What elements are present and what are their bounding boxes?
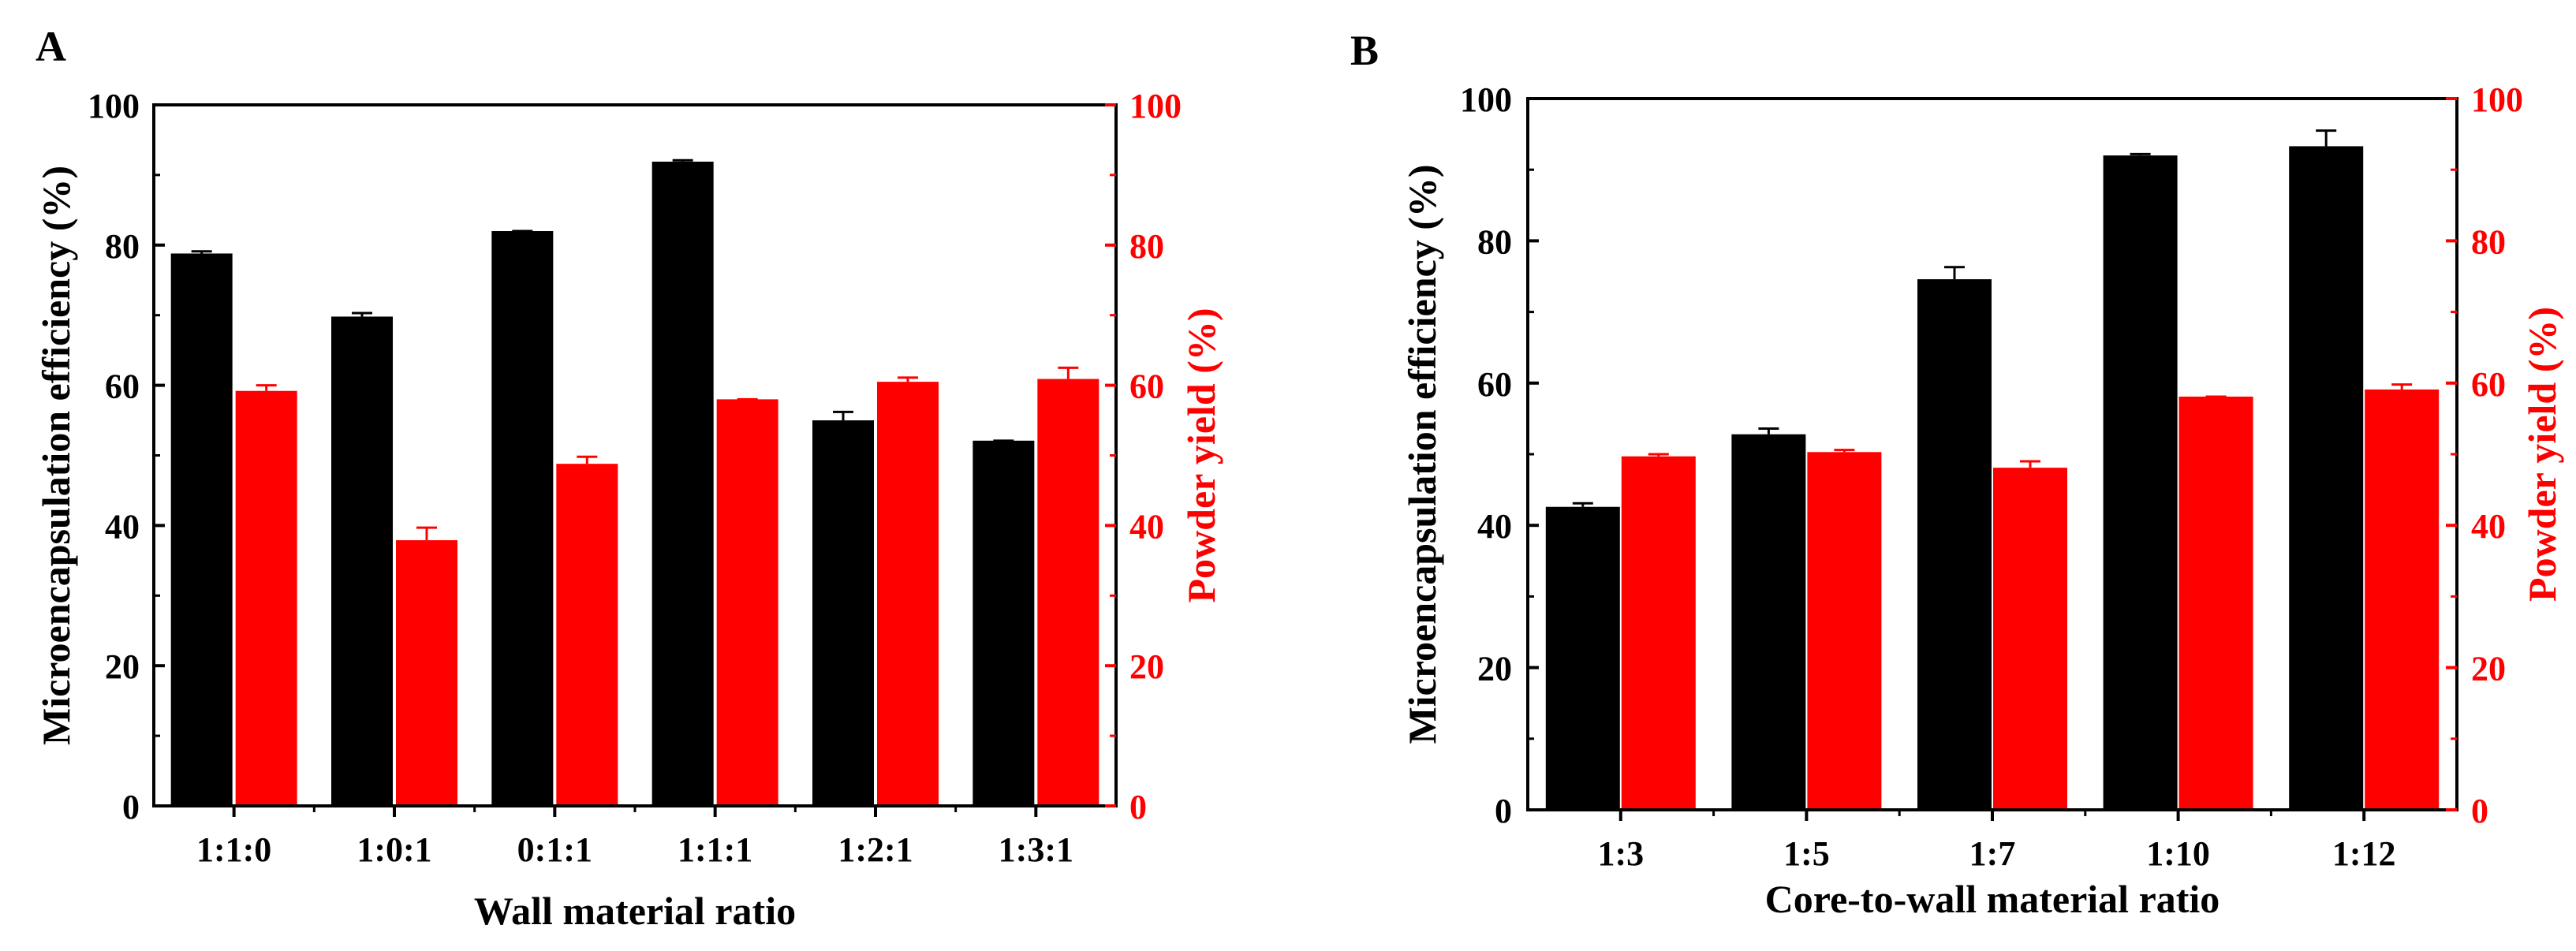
x-tick-label: 1:12 <box>2332 834 2396 873</box>
efficiency-bar <box>812 420 874 806</box>
y-tick-label-left: 20 <box>105 647 140 686</box>
x-tick-label: 1:1:0 <box>196 830 271 869</box>
panel-label: B <box>1350 27 1379 74</box>
y-tick-label-left: 100 <box>88 87 140 125</box>
x-tick-label: 1:5 <box>1783 834 1830 873</box>
y-tick-label-right: 0 <box>1129 788 1147 826</box>
y-tick-label-left: 0 <box>1495 792 1512 830</box>
y-tick-label-left: 40 <box>1477 507 1512 546</box>
y-tick-label-left: 0 <box>122 788 140 826</box>
efficiency-bar <box>2103 155 2178 810</box>
x-axis-title: Core-to-wall material ratio <box>1765 877 2220 921</box>
x-tick-label: 1:2:1 <box>838 830 913 869</box>
y-tick-label-left: 40 <box>105 507 140 546</box>
efficiency-bar <box>1917 279 1992 810</box>
y-tick-label-right: 40 <box>1129 507 1164 546</box>
efficiency-bar <box>651 162 714 806</box>
panel-label: A <box>35 23 66 70</box>
efficiency-bar <box>170 253 233 806</box>
chart-panel-b: B 0 0 20 20 40 40 60 60 80 80 100 100 1:3 1:5 1:7 1:10 1:… <box>1350 27 2564 921</box>
y-tick-label-left: 60 <box>1477 365 1512 404</box>
y-axis-title-left: Microencapsulation efficiency (%) <box>34 166 78 745</box>
chart-panel-a: A 0 0 20 20 40 40 60 60 80 80 100 100 1:1:0 1:0:1 0:1:1… <box>34 23 1223 933</box>
efficiency-bar <box>1731 434 1806 810</box>
yield-bar <box>1037 379 1099 806</box>
y-tick-label-right: 80 <box>1129 227 1164 266</box>
y-tick-label-right: 20 <box>2471 650 2506 688</box>
efficiency-bar <box>491 231 554 806</box>
x-tick-label: 0:1:1 <box>517 830 592 869</box>
y-tick-label-left: 20 <box>1477 650 1512 688</box>
x-tick-label: 1:7 <box>1969 834 2016 873</box>
y-tick-label-right: 0 <box>2471 792 2488 830</box>
x-tick-label: 1:3 <box>1597 834 1644 873</box>
x-tick-label: 1:3:1 <box>999 830 1073 869</box>
yield-bar <box>2178 396 2253 810</box>
y-tick-label-left: 80 <box>1477 222 1512 261</box>
yield-bar <box>716 399 778 806</box>
yield-bar <box>396 540 457 806</box>
efficiency-bar <box>2289 146 2364 810</box>
yield-bar <box>1993 468 2067 810</box>
y-tick-label-left: 100 <box>1460 80 1512 119</box>
efficiency-bar <box>331 316 393 806</box>
y-tick-label-right: 100 <box>1129 87 1182 125</box>
efficiency-bar <box>973 440 1035 806</box>
y-axis-title-right: Powder yield (%) <box>1179 308 1223 602</box>
y-tick-label-right: 100 <box>2471 80 2523 119</box>
y-tick-label-left: 60 <box>105 367 140 406</box>
x-axis-title: Wall material ratio <box>474 889 796 933</box>
yield-bar <box>1621 456 1696 810</box>
x-tick-label: 1:0:1 <box>357 830 431 869</box>
efficiency-bar <box>1545 506 1620 810</box>
y-tick-label-right: 60 <box>2471 365 2506 404</box>
y-tick-label-right: 40 <box>2471 507 2506 546</box>
y-axis-title-left: Microencapsulation efficiency (%) <box>1400 164 1444 744</box>
y-tick-label-left: 80 <box>105 227 140 266</box>
x-tick-label: 1:10 <box>2146 834 2210 873</box>
plot-frame <box>152 103 1118 807</box>
y-tick-label-right: 60 <box>1129 367 1164 406</box>
y-tick-label-right: 80 <box>2471 222 2506 261</box>
x-tick-label: 1:1:1 <box>678 830 752 869</box>
y-tick-label-right: 20 <box>1129 647 1164 686</box>
yield-bar <box>556 464 618 806</box>
yield-bar <box>1807 452 1882 810</box>
yield-bar <box>235 390 297 806</box>
yield-bar <box>2365 389 2440 811</box>
y-axis-title-right: Powder yield (%) <box>2520 307 2564 602</box>
yield-bar <box>877 382 939 806</box>
